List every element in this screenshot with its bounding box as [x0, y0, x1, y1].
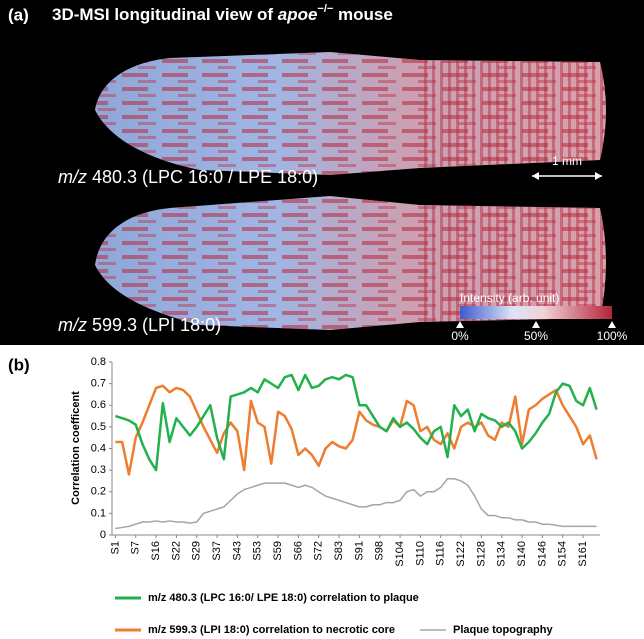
- x-tick-label: S59: [272, 541, 284, 561]
- x-tick-label: S161: [577, 541, 589, 567]
- panel-label: (a): [8, 5, 29, 24]
- title-part: mouse: [333, 5, 393, 24]
- x-tick-label: S53: [252, 541, 264, 561]
- colorbar-label: 100%: [597, 329, 628, 343]
- x-tick-label: S154: [557, 541, 569, 567]
- x-tick-label: S104: [394, 541, 406, 567]
- y-tick-label: 0.1: [91, 507, 106, 519]
- data-line: [115, 373, 598, 472]
- caption-text: 599.3 (LPI 18:0): [87, 315, 221, 335]
- colorbar: Intensity (arb. unit) 0% 50% 100%: [451, 291, 627, 343]
- x-tick-label: S37: [211, 541, 223, 561]
- scale-bar-label: 1 mm: [552, 154, 582, 168]
- x-tick-label: S72: [313, 541, 325, 561]
- x-tick-label: S66: [292, 541, 304, 561]
- scale-bar: 1 mm: [532, 154, 602, 180]
- caption-mz: m/z: [58, 315, 87, 335]
- image-caption: m/z 480.3 (LPC 16:0 / LPE 18:0): [58, 167, 318, 187]
- y-tick-label: 0.4: [91, 442, 106, 454]
- title-gene: apoe: [278, 5, 318, 24]
- x-tick-label: S128: [475, 541, 487, 567]
- x-tick-label: S146: [536, 541, 548, 567]
- legend-label: Plaque topography: [453, 624, 554, 636]
- y-tick-label: 0.2: [91, 486, 106, 498]
- tissue-image-2: [95, 196, 606, 330]
- x-tick-label: S43: [231, 541, 243, 561]
- x-tick-label: S140: [516, 541, 528, 567]
- x-tick-label: S22: [170, 541, 182, 561]
- x-tick-label: S1: [109, 541, 121, 554]
- data-line: [115, 384, 598, 476]
- colorbar-label: 50%: [524, 329, 548, 343]
- x-tick-label: S116: [435, 541, 447, 566]
- x-tick-label: S91: [353, 541, 365, 561]
- x-tick-label: S134: [496, 541, 508, 567]
- x-tick-label: S7: [130, 541, 142, 554]
- x-tick-label: S110: [414, 541, 426, 566]
- legend-label: m/z 480.3 (LPC 16:0/ LPE 18:0) correlati…: [148, 592, 419, 604]
- colorbar-title: Intensity (arb. unit): [460, 291, 559, 305]
- y-tick-label: 0: [100, 529, 106, 541]
- title-superscript: −/−: [317, 3, 333, 15]
- caption-text: 480.3 (LPC 16:0 / LPE 18:0): [87, 167, 318, 187]
- image-caption: m/z 599.3 (LPI 18:0): [58, 315, 221, 335]
- y-axis-title: Correlation coefficent: [70, 391, 82, 505]
- x-tick-label: S83: [333, 541, 345, 561]
- y-tick-label: 0.3: [91, 464, 106, 476]
- colorbar-label: 0%: [451, 329, 469, 343]
- data-line: [115, 478, 597, 530]
- panel-title: 3D-MSI longitudinal view of apoe−/− mous…: [52, 3, 393, 25]
- y-tick-label: 0.8: [91, 356, 106, 368]
- x-tick-label: S29: [191, 541, 203, 561]
- y-tick-label: 0.6: [91, 399, 106, 411]
- caption-mz: m/z: [58, 167, 87, 187]
- panel-label: (b): [8, 355, 30, 374]
- x-tick-label: S122: [455, 541, 467, 567]
- legend-label: m/z 599.3 (LPI 18:0) correlation to necr…: [148, 624, 395, 636]
- x-tick-label: S98: [374, 541, 386, 561]
- tissue-image-1: [95, 52, 606, 175]
- y-tick-label: 0.5: [91, 421, 106, 433]
- y-tick-label: 0.7: [91, 378, 106, 390]
- title-part: 3D-MSI longitudinal view of: [52, 5, 278, 24]
- x-tick-label: S16: [150, 541, 162, 561]
